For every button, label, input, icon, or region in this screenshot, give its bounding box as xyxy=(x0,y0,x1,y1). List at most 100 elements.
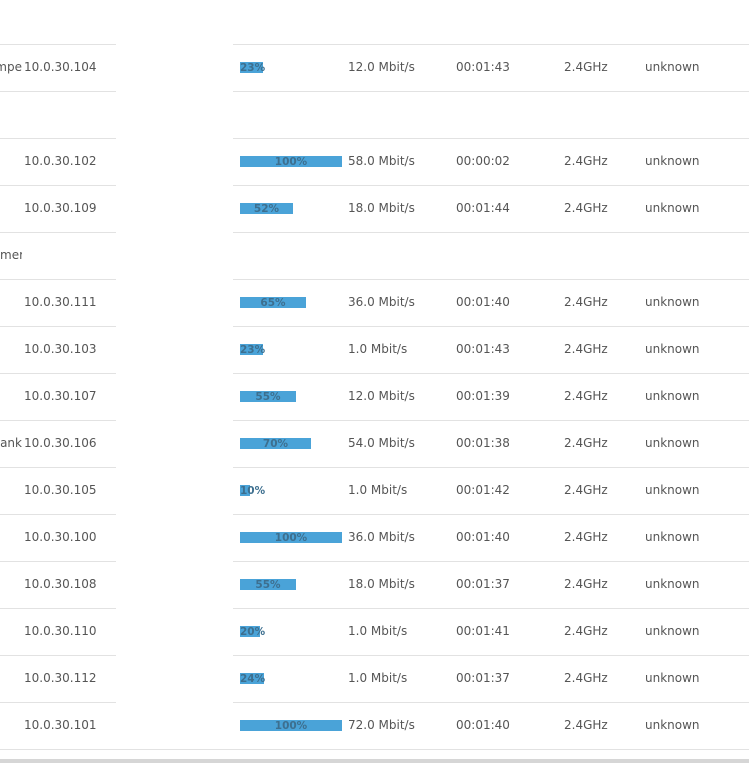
signal-bar-fill xyxy=(240,438,311,449)
row-divider xyxy=(233,702,749,703)
table-bottom-border xyxy=(0,749,749,750)
vendor: unknown xyxy=(645,201,700,215)
signal-percent-label: 100% xyxy=(274,156,308,168)
row-divider xyxy=(233,514,749,515)
row-divider xyxy=(233,44,749,45)
vendor: unknown xyxy=(645,483,700,497)
client-name xyxy=(0,561,22,608)
row-divider xyxy=(0,373,116,374)
signal-percent-label: 52% xyxy=(253,203,280,215)
connected-time: 00:01:40 xyxy=(456,295,510,309)
client-ip: 10.0.30.104 xyxy=(24,60,97,74)
connected-time: 00:01:37 xyxy=(456,671,510,685)
row-divider xyxy=(0,138,116,139)
signal-bar: 100% xyxy=(240,532,342,544)
horizontal-scrollbar[interactable] xyxy=(0,759,749,763)
client-ip: 10.0.30.101 xyxy=(24,718,97,732)
connected-time: 00:01:38 xyxy=(456,436,510,450)
signal-cell: 100% xyxy=(240,702,342,749)
client-ip: 10.0.30.103 xyxy=(24,342,97,356)
table-row[interactable]: 10.0.30.108 55% 18.0 Mbit/s 00:01:37 2.4GHz u… xyxy=(0,561,749,608)
row-divider xyxy=(233,608,749,609)
connected-time: 00:01:44 xyxy=(456,201,510,215)
table-row[interactable]: 10.0.30.111 65% 36.0 Mbit/s 00:01:40 2.4GHz u… xyxy=(0,279,749,326)
signal-bar-fill xyxy=(240,626,260,637)
table-row[interactable]: 10.0.30.112 24% 1.0 Mbit/s 00:01:37 2.4GHz un… xyxy=(0,655,749,702)
frequency-band: 2.4GHz xyxy=(564,201,608,215)
vendor: unknown xyxy=(645,342,700,356)
signal-bar-fill xyxy=(240,344,263,355)
connected-time: 00:01:42 xyxy=(456,483,510,497)
vendor: unknown xyxy=(645,154,700,168)
row-divider xyxy=(0,44,116,45)
signal-cell: 70% xyxy=(240,420,342,467)
client-name xyxy=(0,326,22,373)
link-rate: 1.0 Mbit/s xyxy=(348,342,408,356)
client-ip: 10.0.30.106 xyxy=(24,436,97,450)
vendor: unknown xyxy=(645,577,700,591)
signal-bar-fill xyxy=(240,532,342,543)
client-ip: 10.0.30.102 xyxy=(24,154,97,168)
signal-bar: 20% xyxy=(240,626,342,638)
signal-percent-label: 70% xyxy=(262,438,289,450)
table-row[interactable]: 10.0.30.105 10% 1.0 Mbit/s 00:01:42 2.4GHz un… xyxy=(0,467,749,514)
client-ip: 10.0.30.108 xyxy=(24,577,97,591)
signal-cell: 52% xyxy=(240,185,342,232)
client-ip: 10.0.30.112 xyxy=(24,671,97,685)
table-row[interactable]: ank 10.0.30.106 70% 54.0 Mbit/s 00:01:38 2.4G… xyxy=(0,420,749,467)
connected-time: 00:00:02 xyxy=(456,154,510,168)
table-row[interactable]: 10.0.30.101 100% 72.0 Mbit/s 00:01:40 2.4GHz… xyxy=(0,702,749,749)
link-rate: 12.0 Mbit/s xyxy=(348,389,415,403)
table-row[interactable]: mpe 10.0.30.104 23% 12.0 Mbit/s 00:01:43 2.4G… xyxy=(0,44,749,91)
vendor: unknown xyxy=(645,718,700,732)
signal-bar-fill xyxy=(240,391,296,402)
row-divider xyxy=(0,467,116,468)
signal-bar: 70% xyxy=(240,438,342,450)
frequency-band: 2.4GHz xyxy=(564,718,608,732)
client-name-text: mpe xyxy=(0,60,22,74)
client-name xyxy=(0,467,22,514)
link-rate: 18.0 Mbit/s xyxy=(348,577,415,591)
row-divider xyxy=(233,232,749,233)
row-divider xyxy=(233,91,749,92)
signal-percent-label: 20% xyxy=(240,626,266,638)
client-name xyxy=(0,702,22,749)
signal-percent-label: 65% xyxy=(260,297,286,309)
signal-bar: 23% xyxy=(240,62,342,74)
table-row[interactable]: 10.0.30.102 100% 58.0 Mbit/s 00:00:02 2.4GHz… xyxy=(0,138,749,185)
signal-percent-label: 23% xyxy=(240,344,266,356)
table-row[interactable]: 10.0.30.107 55% 12.0 Mbit/s 00:01:39 2.4GHz u… xyxy=(0,373,749,420)
client-ip: 10.0.30.111 xyxy=(24,295,97,309)
table-row[interactable]: 10.0.30.100 100% 36.0 Mbit/s 00:01:40 2.4GHz… xyxy=(0,514,749,561)
connected-time: 00:01:43 xyxy=(456,342,510,356)
row-divider xyxy=(0,232,116,233)
vendor: unknown xyxy=(645,624,700,638)
client-name xyxy=(0,655,22,702)
signal-bar: 55% xyxy=(240,391,342,403)
signal-percent-label: 100% xyxy=(274,720,308,732)
frequency-band: 2.4GHz xyxy=(564,154,608,168)
connected-time: 00:01:37 xyxy=(456,577,510,591)
table-row[interactable]: 10.0.30.103 23% 1.0 Mbit/s 00:01:43 2.4GHz un… xyxy=(0,326,749,373)
link-rate: 54.0 Mbit/s xyxy=(348,436,415,450)
signal-bar-fill xyxy=(240,203,293,214)
frequency-band: 2.4GHz xyxy=(564,671,608,685)
signal-bar: 10% xyxy=(240,485,342,497)
link-rate: 1.0 Mbit/s xyxy=(348,483,408,497)
row-divider xyxy=(0,608,116,609)
signal-bar-fill xyxy=(240,156,342,167)
table-row[interactable]: 10.0.30.110 20% 1.0 Mbit/s 00:01:41 2.4GHz un… xyxy=(0,608,749,655)
row-divider xyxy=(0,279,116,280)
connected-time: 00:01:39 xyxy=(456,389,510,403)
signal-bar-fill xyxy=(240,485,250,496)
signal-bar: 100% xyxy=(240,720,342,732)
client-name xyxy=(0,608,22,655)
signal-percent-label: 55% xyxy=(255,579,281,591)
vendor: unknown xyxy=(645,60,700,74)
table-row[interactable]: 10.0.30.109 52% 18.0 Mbit/s 00:01:44 2.4GHz u… xyxy=(0,185,749,232)
link-rate: 12.0 Mbit/s xyxy=(348,60,415,74)
client-ip: 10.0.30.107 xyxy=(24,389,97,403)
connected-time: 00:01:40 xyxy=(456,530,510,544)
client-ip: 10.0.30.105 xyxy=(24,483,97,497)
row-divider xyxy=(233,373,749,374)
